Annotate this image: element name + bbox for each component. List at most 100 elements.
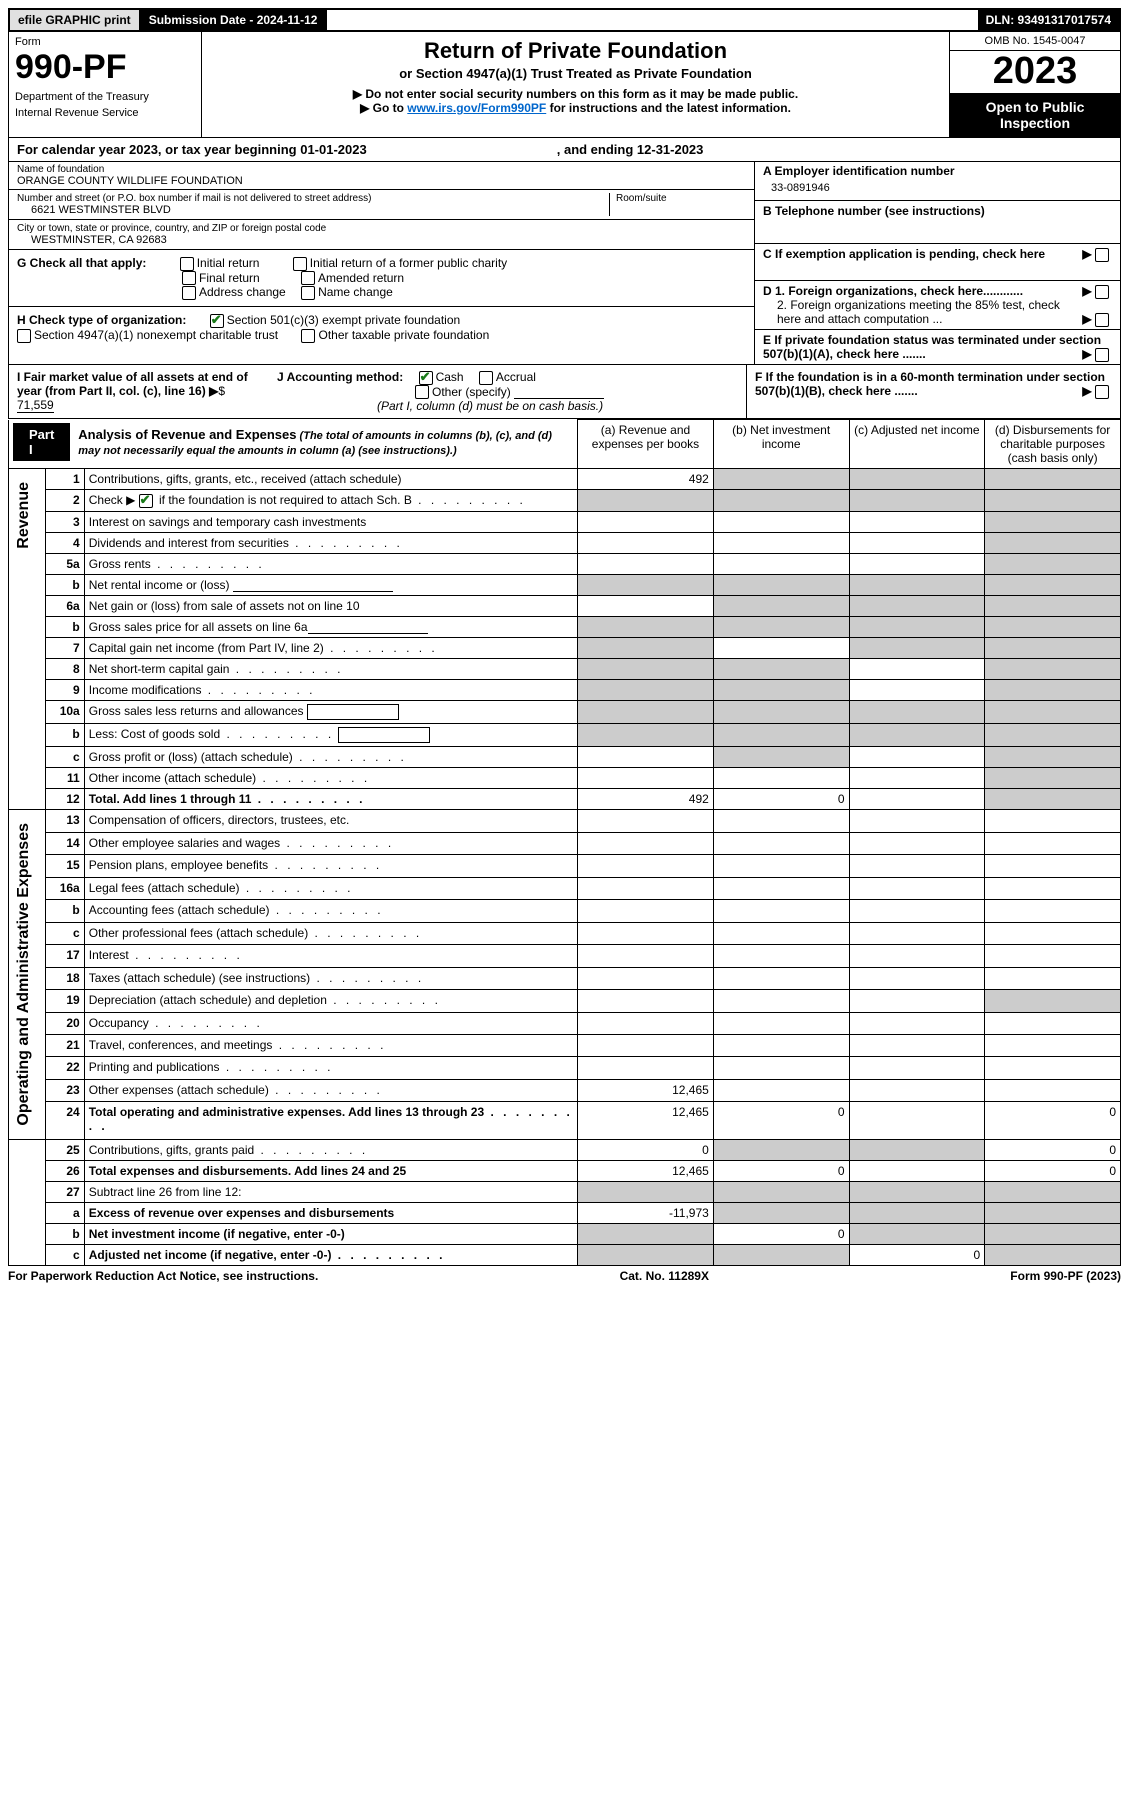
- line-desc: Gross profit or (loss) (attach schedule): [89, 750, 293, 764]
- table-row: cGross profit or (loss) (attach schedule…: [9, 747, 1121, 768]
- f-checkbox[interactable]: [1095, 385, 1109, 399]
- cell-a: 0: [578, 1139, 714, 1160]
- foundation-name: ORANGE COUNTY WILDLIFE FOUNDATION: [17, 175, 746, 187]
- r2-pre: Check ▶: [89, 493, 139, 507]
- line-num: 1: [45, 469, 84, 490]
- line-num: 5a: [45, 554, 84, 575]
- page-footer: For Paperwork Reduction Act Notice, see …: [8, 1266, 1121, 1286]
- line-desc: Net gain or (loss) from sale of assets n…: [84, 596, 577, 617]
- table-row: 2 Check ▶ if the foundation is not requi…: [9, 490, 1121, 512]
- line-num: 9: [45, 680, 84, 701]
- line-desc: Excess of revenue over expenses and disb…: [84, 1202, 577, 1223]
- box-h: H Check type of organization: Section 50…: [9, 306, 754, 349]
- goto-post: for instructions and the latest informat…: [546, 101, 791, 115]
- efile-print-button[interactable]: efile GRAPHIC print: [10, 10, 141, 30]
- expenses-side-label: Operating and Administrative Expenses: [13, 813, 35, 1136]
- table-row: 26Total expenses and disbursements. Add …: [9, 1160, 1121, 1181]
- tax-year: 2023: [950, 51, 1120, 93]
- phone-label: B Telephone number (see instructions): [763, 204, 985, 218]
- revenue-side-label: Revenue: [13, 472, 35, 559]
- 501c3-checkbox[interactable]: [210, 314, 224, 328]
- line-desc: Compensation of officers, directors, tru…: [84, 810, 577, 832]
- line-num: 20: [45, 1012, 84, 1034]
- line-num: 17: [45, 945, 84, 967]
- table-row: 12Total. Add lines 1 through 114920: [9, 789, 1121, 810]
- line-desc: Gross sales less returns and allowances: [89, 704, 304, 718]
- table-row: 19Depreciation (attach schedule) and dep…: [9, 990, 1121, 1012]
- d1-checkbox[interactable]: [1095, 285, 1109, 299]
- cash-label: Cash: [436, 370, 464, 384]
- final-return-checkbox[interactable]: [182, 271, 196, 285]
- other-method-checkbox[interactable]: [415, 385, 429, 399]
- table-row: cAdjusted net income (if negative, enter…: [9, 1244, 1121, 1265]
- d2-checkbox[interactable]: [1095, 313, 1109, 327]
- ein-label: A Employer identification number: [763, 164, 1112, 178]
- 4947a1-label: Section 4947(a)(1) nonexempt charitable …: [34, 328, 278, 342]
- amended-return-label: Amended return: [318, 271, 404, 285]
- table-row: bLess: Cost of goods sold: [9, 724, 1121, 747]
- c-pending-checkbox[interactable]: [1095, 248, 1109, 262]
- table-row: bNet rental income or (loss): [9, 575, 1121, 596]
- line-desc: Net short-term capital gain: [89, 662, 230, 676]
- d1-label: D 1. Foreign organizations, check here..…: [763, 284, 1023, 298]
- table-row: 11Other income (attach schedule): [9, 768, 1121, 789]
- ssn-warning: ▶ Do not enter social security numbers o…: [208, 87, 943, 101]
- cash-checkbox[interactable]: [419, 371, 433, 385]
- form-number: 990-PF: [15, 48, 195, 87]
- table-row: 15Pension plans, employee benefits: [9, 855, 1121, 877]
- line-num: b: [45, 724, 84, 747]
- f-label: F If the foundation is in a 60-month ter…: [755, 370, 1105, 398]
- line-desc: Travel, conferences, and meetings: [89, 1038, 273, 1052]
- line-desc: Contributions, gifts, grants, etc., rece…: [84, 469, 577, 490]
- accrual-checkbox[interactable]: [479, 371, 493, 385]
- address-value: 6621 WESTMINSTER BLVD: [17, 204, 609, 216]
- table-row: 18Taxes (attach schedule) (see instructi…: [9, 967, 1121, 989]
- table-row: 27Subtract line 26 from line 12:: [9, 1181, 1121, 1202]
- line-desc: Gross sales price for all assets on line…: [89, 620, 308, 634]
- line-desc: Interest: [89, 948, 129, 962]
- table-row: bGross sales price for all assets on lin…: [9, 617, 1121, 638]
- line-num: a: [45, 1202, 84, 1223]
- 4947a1-checkbox[interactable]: [17, 329, 31, 343]
- table-row: bAccounting fees (attach schedule): [9, 900, 1121, 922]
- line-desc: Other income (attach schedule): [89, 771, 256, 785]
- e-checkbox[interactable]: [1095, 348, 1109, 362]
- h-label: H Check type of organization:: [17, 313, 186, 327]
- name-change-checkbox[interactable]: [301, 286, 315, 300]
- other-method-label: Other (specify): [432, 385, 511, 399]
- col-d-header: (d) Disbursements for charitable purpose…: [985, 420, 1121, 469]
- line-desc: Check ▶ if the foundation is not require…: [84, 490, 577, 512]
- form-title: Return of Private Foundation: [208, 38, 943, 64]
- line-num: 8: [45, 659, 84, 680]
- line-desc: Contributions, gifts, grants paid: [89, 1143, 254, 1157]
- line-desc: Total expenses and disbursements. Add li…: [84, 1160, 577, 1181]
- entity-info-block: Name of foundation ORANGE COUNTY WILDLIF…: [8, 162, 1121, 365]
- line-num: 12: [45, 789, 84, 810]
- catalog-number: Cat. No. 11289X: [620, 1269, 709, 1283]
- amended-return-checkbox[interactable]: [301, 271, 315, 285]
- goto-line: ▶ Go to www.irs.gov/Form990PF for instru…: [208, 101, 943, 115]
- table-row: 25Contributions, gifts, grants paid00: [9, 1139, 1121, 1160]
- initial-return-former-checkbox[interactable]: [293, 257, 307, 271]
- foundation-name-label: Name of foundation: [17, 164, 746, 175]
- line-num: c: [45, 922, 84, 944]
- initial-return-checkbox[interactable]: [180, 257, 194, 271]
- room-suite-label: Room/suite: [616, 193, 746, 204]
- r2-post: if the foundation is not required to att…: [156, 493, 412, 507]
- name-change-label: Name change: [318, 285, 393, 299]
- city-value: WESTMINSTER, CA 92683: [17, 234, 746, 246]
- table-row: 5aGross rents: [9, 554, 1121, 575]
- dept-irs: Internal Revenue Service: [15, 107, 195, 119]
- other-taxable-checkbox[interactable]: [301, 329, 315, 343]
- cell-d: 0: [985, 1139, 1121, 1160]
- table-row: 4Dividends and interest from securities: [9, 533, 1121, 554]
- col-b-header: (b) Net investment income: [713, 420, 849, 469]
- line-desc: Net investment income (if negative, ente…: [84, 1223, 577, 1244]
- ijf-row: I Fair market value of all assets at end…: [8, 365, 1121, 420]
- irs-link[interactable]: www.irs.gov/Form990PF: [407, 101, 546, 115]
- cell-a: 12,465: [578, 1102, 714, 1140]
- cell-d: 0: [985, 1102, 1121, 1140]
- cell-c: 0: [849, 1244, 985, 1265]
- address-change-checkbox[interactable]: [182, 286, 196, 300]
- schb-checkbox[interactable]: [139, 494, 153, 508]
